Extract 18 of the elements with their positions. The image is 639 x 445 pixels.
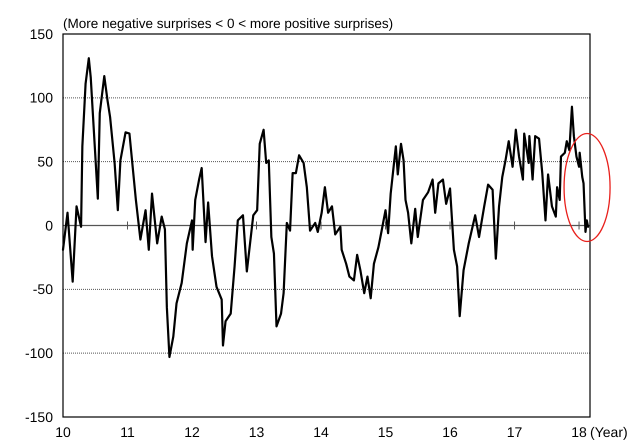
x-tick-label: 13 <box>248 424 265 440</box>
x-axis-title: (Year) <box>590 424 628 440</box>
y-tick-label: -150 <box>24 408 54 425</box>
y-tick-label: 150 <box>30 26 54 42</box>
x-tick-label: 16 <box>442 424 458 440</box>
y-tick-label: 100 <box>30 90 54 106</box>
x-tick-label: 18 <box>571 424 588 440</box>
y-tick-label: 0 <box>45 217 54 234</box>
y-tick-label: -100 <box>24 345 54 362</box>
x-tick-label: 15 <box>378 424 394 440</box>
x-tick-label: 14 <box>313 424 330 440</box>
y-tick-label: 50 <box>37 154 54 170</box>
x-tick-label: 11 <box>120 424 135 440</box>
x-tick-label: 17 <box>506 424 523 440</box>
y-tick-label: -50 <box>32 281 54 298</box>
x-tick-label: 10 <box>55 424 71 440</box>
x-tick-label: 12 <box>184 424 200 440</box>
chart-subtitle: (More negative surprises < 0 < more positive surprises) <box>63 16 394 31</box>
